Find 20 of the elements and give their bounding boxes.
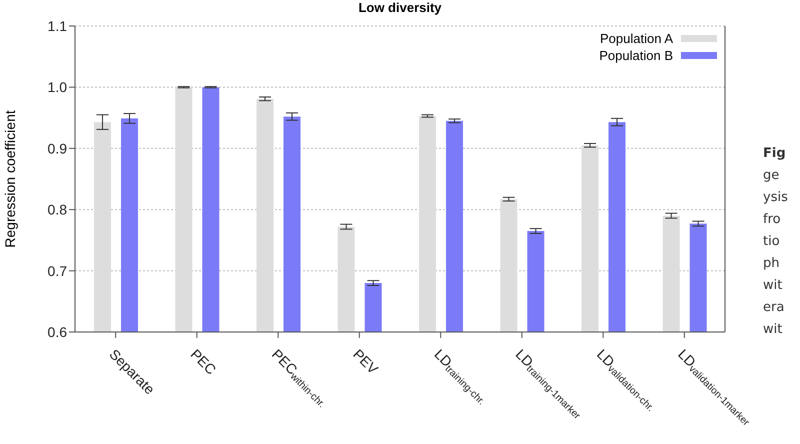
y-axis-title: Regression coefficient [2, 110, 18, 248]
text: era [763, 299, 786, 317]
text: fro [763, 211, 782, 229]
y-tick-label: 0.7 [48, 262, 68, 279]
y-tick-label: 0.8 [48, 202, 68, 218]
legend-label: Population B [599, 48, 673, 63]
text: ge [763, 167, 780, 185]
text: ph [763, 255, 780, 273]
chart-title: Low diversity [357, 0, 443, 15]
text: wit [763, 277, 784, 295]
text: wit [763, 321, 784, 339]
y-tick-label: 0.6 [48, 324, 68, 340]
text: Fig [763, 145, 787, 163]
y-tick-label: 1.1 [48, 18, 68, 34]
y-tick-label: 1.0 [48, 79, 68, 96]
text: ysis [763, 189, 788, 207]
y-tick-label: 0.9 [48, 140, 68, 156]
text: tio [763, 233, 781, 251]
legend-label: Population A [600, 31, 673, 46]
x-tick-label: PEV [350, 346, 382, 378]
